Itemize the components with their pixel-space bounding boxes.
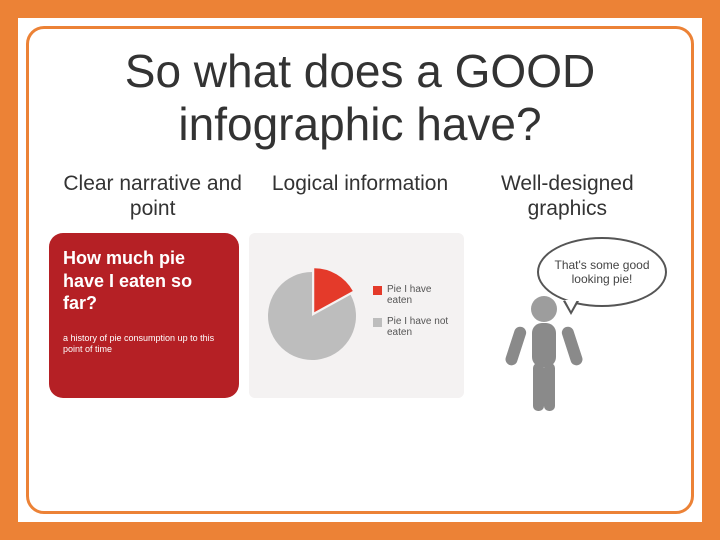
slide-outer-frame: So what does a GOOD infographic have? Cl… (0, 0, 720, 540)
narrative-box: How much pie have I eaten so far? a hist… (49, 233, 239, 398)
legend-label: Pie I have not eaten (387, 316, 453, 338)
col-head-graphics: Well-designed graphics (464, 171, 671, 221)
slide-inner-panel: So what does a GOOD infographic have? Cl… (26, 26, 694, 514)
slide-title: So what does a GOOD infographic have? (49, 45, 671, 151)
graphic-panel: That's some good looking pie! (474, 233, 671, 413)
pie-legend: Pie I have eaten Pie I have not eaten (373, 284, 453, 348)
pie-chart (257, 261, 367, 371)
legend-item: Pie I have not eaten (373, 316, 453, 338)
speech-bubble-text: That's some good looking pie! (549, 258, 655, 287)
col-head-narrative: Clear narrative and point (49, 171, 256, 221)
example-row: How much pie have I eaten so far? a hist… (49, 233, 671, 413)
legend-item: Pie I have eaten (373, 284, 453, 306)
pie-chart-panel: Pie I have eaten Pie I have not eaten (249, 233, 464, 398)
person-icon (504, 293, 584, 413)
column-headers-row: Clear narrative and point Logical inform… (49, 171, 671, 221)
legend-label: Pie I have eaten (387, 284, 453, 306)
legend-swatch (373, 286, 382, 295)
legend-swatch (373, 318, 382, 327)
narrative-subtitle: a history of pie consumption up to this … (63, 333, 225, 356)
narrative-title: How much pie have I eaten so far? (63, 247, 225, 315)
col-head-logical: Logical information (256, 171, 463, 221)
